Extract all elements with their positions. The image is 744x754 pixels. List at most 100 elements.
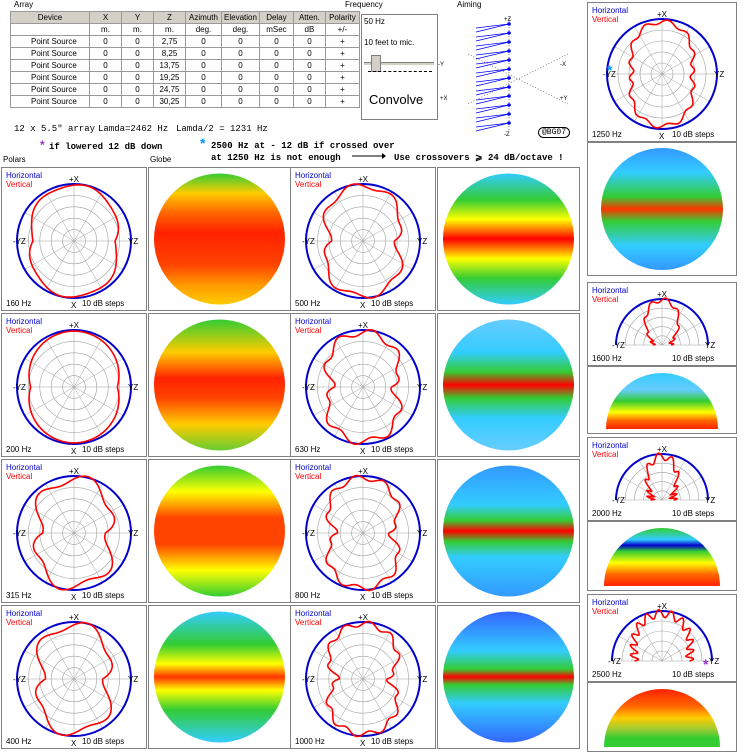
table-row[interactable]: Point Source 0 0 30,25 0 0 0 0 + bbox=[10, 95, 360, 108]
convolve-button[interactable]: Convolve bbox=[369, 92, 424, 107]
distance-slider-thumb[interactable] bbox=[371, 55, 381, 72]
value-cell[interactable]: + bbox=[324, 47, 360, 60]
value-cell[interactable]: 0 bbox=[89, 71, 122, 84]
value-cell[interactable]: 0 bbox=[292, 71, 326, 84]
value-cell[interactable]: 0 bbox=[89, 47, 122, 60]
value-cell[interactable]: 0 bbox=[121, 59, 154, 72]
value-cell[interactable]: 0 bbox=[292, 95, 326, 108]
value-cell[interactable]: 0 bbox=[292, 35, 326, 48]
device-cell[interactable]: Point Source bbox=[10, 59, 90, 72]
value-cell[interactable]: 0 bbox=[185, 71, 222, 84]
value-cell[interactable]: 0 bbox=[89, 83, 122, 96]
col-y[interactable]: Y bbox=[121, 11, 154, 24]
value-cell[interactable]: 0 bbox=[89, 35, 122, 48]
globe-plot[interactable] bbox=[587, 682, 737, 752]
col-x[interactable]: X bbox=[89, 11, 122, 24]
value-cell[interactable]: 13,75 bbox=[153, 59, 186, 72]
value-cell[interactable]: 0 bbox=[258, 83, 294, 96]
value-cell[interactable]: 0 bbox=[258, 95, 294, 108]
col-polarity[interactable]: Polarity bbox=[324, 11, 360, 24]
value-cell[interactable]: 2,75 bbox=[153, 35, 186, 48]
table-row[interactable]: Point Source 0 0 19,25 0 0 0 0 + bbox=[10, 71, 360, 84]
aiming-panel[interactable]: +Z -Z -X +X -Y +Y bbox=[438, 14, 578, 138]
value-cell[interactable]: 0 bbox=[221, 59, 260, 72]
globe-plot[interactable] bbox=[437, 459, 580, 603]
globe-plot[interactable] bbox=[587, 521, 737, 591]
globe-plot[interactable] bbox=[437, 605, 580, 749]
device-cell[interactable]: Point Source bbox=[10, 95, 90, 108]
value-cell[interactable]: 0 bbox=[258, 59, 294, 72]
value-cell[interactable]: 0 bbox=[258, 35, 294, 48]
value-cell[interactable]: 0 bbox=[221, 35, 260, 48]
value-cell[interactable]: 0 bbox=[185, 95, 222, 108]
polar-plot[interactable]: Horizontal Vertical +X -YZ YZ 315 Hz 10 dB ste… bbox=[1, 459, 147, 603]
value-cell[interactable]: + bbox=[324, 59, 360, 72]
value-cell[interactable]: 0 bbox=[89, 95, 122, 108]
value-cell[interactable]: 0 bbox=[185, 83, 222, 96]
value-cell[interactable]: 8,25 bbox=[153, 47, 186, 60]
device-cell[interactable]: Point Source bbox=[10, 47, 90, 60]
polar-plot[interactable]: Horizontal Vertical +X -YZ YZ 200 Hz 10 dB ste… bbox=[1, 313, 147, 457]
axis-left-label: -YZ bbox=[608, 657, 621, 666]
polar-plot[interactable]: Horizontal Vertical +X -YZ YZ 1000 Hz 10 dB st… bbox=[290, 605, 436, 749]
polar-plot[interactable]: Horizontal Vertical +X -YZ YZ 2000 Hz 10 dB st… bbox=[587, 437, 737, 521]
col-atten[interactable]: Atten. bbox=[292, 11, 326, 24]
value-cell[interactable]: 0 bbox=[121, 47, 154, 60]
value-cell[interactable]: 0 bbox=[121, 35, 154, 48]
value-cell[interactable]: 0 bbox=[185, 59, 222, 72]
polar-plot[interactable]: Horizontal Vertical +X -YZ YZ 1250 Hz 10 dB st… bbox=[587, 2, 737, 142]
value-cell[interactable]: + bbox=[324, 95, 360, 108]
distance-slider-track[interactable] bbox=[364, 62, 434, 66]
value-cell[interactable]: 0 bbox=[292, 59, 326, 72]
value-cell[interactable]: 0 bbox=[258, 47, 294, 60]
col-azimuth[interactable]: Azimuth bbox=[185, 11, 222, 24]
polar-plot[interactable]: Horizontal Vertical +X -YZ YZ 1600 Hz 10 dB st… bbox=[587, 282, 737, 366]
value-cell[interactable]: 24,75 bbox=[153, 83, 186, 96]
table-row[interactable]: Point Source 0 0 24,75 0 0 0 0 + bbox=[10, 83, 360, 96]
globe-plot[interactable] bbox=[148, 167, 291, 311]
col-elevation[interactable]: Elevation bbox=[221, 11, 260, 24]
polar-plot[interactable]: Horizontal Vertical +X -YZ YZ 160 Hz 10 dB ste… bbox=[1, 167, 147, 311]
value-cell[interactable]: 30,25 bbox=[153, 95, 186, 108]
col-device[interactable]: Device bbox=[10, 11, 90, 24]
value-cell[interactable]: + bbox=[324, 71, 360, 84]
col-delay[interactable]: Delay bbox=[258, 11, 294, 24]
globe-plot[interactable] bbox=[148, 313, 291, 457]
device-cell[interactable]: Point Source bbox=[10, 83, 90, 96]
globe-plot[interactable] bbox=[587, 142, 737, 276]
value-cell[interactable]: 19,25 bbox=[153, 71, 186, 84]
value-cell[interactable]: 0 bbox=[292, 83, 326, 96]
value-cell[interactable]: 0 bbox=[121, 83, 154, 96]
polar-plot[interactable]: Horizontal Vertical +X -YZ YZ 2500 Hz 10 dB st… bbox=[587, 594, 737, 682]
value-cell[interactable]: 0 bbox=[121, 95, 154, 108]
table-row[interactable]: Point Source 0 0 8,25 0 0 0 0 + bbox=[10, 47, 360, 60]
value-cell[interactable]: + bbox=[324, 83, 360, 96]
globe-plot[interactable] bbox=[437, 167, 580, 311]
value-cell[interactable]: 0 bbox=[292, 47, 326, 60]
value-cell[interactable]: 0 bbox=[258, 71, 294, 84]
polar-plot[interactable]: Horizontal Vertical +X -YZ YZ 630 Hz 10 dB ste… bbox=[290, 313, 436, 457]
array-table[interactable]: Device X Y Z Azimuth Elevation Delay Att… bbox=[10, 11, 360, 108]
value-cell[interactable]: 0 bbox=[185, 47, 222, 60]
table-row[interactable]: Point Source 0 0 13,75 0 0 0 0 + bbox=[10, 59, 360, 72]
frequency-value[interactable]: 50 Hz bbox=[364, 17, 385, 26]
value-cell[interactable]: 0 bbox=[89, 59, 122, 72]
value-cell[interactable]: 0 bbox=[185, 35, 222, 48]
globe-plot[interactable] bbox=[437, 313, 580, 457]
value-cell[interactable]: + bbox=[324, 35, 360, 48]
table-row[interactable]: Point Source 0 0 2,75 0 0 0 0 + bbox=[10, 35, 360, 48]
value-cell[interactable]: 0 bbox=[221, 47, 260, 60]
value-cell[interactable]: 0 bbox=[221, 95, 260, 108]
polar-plot[interactable]: Horizontal Vertical +X -YZ YZ 500 Hz 10 dB ste… bbox=[290, 167, 436, 311]
polar-plot[interactable]: Horizontal Vertical +X -YZ YZ 800 Hz 10 dB ste… bbox=[290, 459, 436, 603]
value-cell[interactable]: 0 bbox=[121, 71, 154, 84]
device-cell[interactable]: Point Source bbox=[10, 35, 90, 48]
globe-plot[interactable] bbox=[148, 459, 291, 603]
value-cell[interactable]: 0 bbox=[221, 83, 260, 96]
col-z[interactable]: Z bbox=[153, 11, 186, 24]
polar-plot[interactable]: Horizontal Vertical +X -YZ YZ 400 Hz 10 dB ste… bbox=[1, 605, 147, 749]
device-cell[interactable]: Point Source bbox=[10, 71, 90, 84]
globe-plot[interactable] bbox=[587, 366, 737, 434]
value-cell[interactable]: 0 bbox=[221, 71, 260, 84]
globe-plot[interactable] bbox=[148, 605, 291, 749]
